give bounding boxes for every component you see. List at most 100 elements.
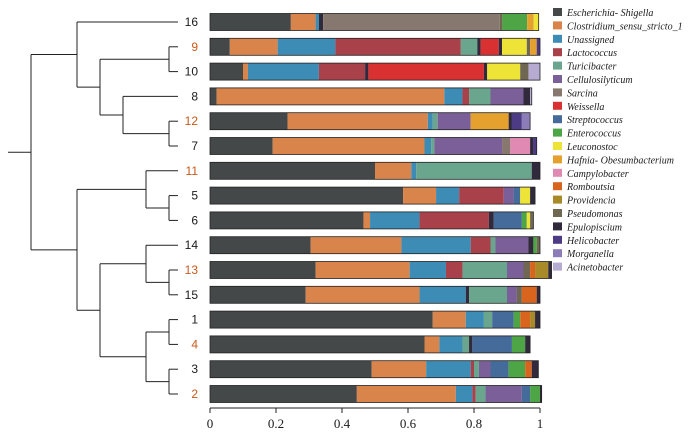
bar-segment-4-streptococcus	[472, 335, 512, 353]
bar-row-9	[209, 37, 541, 56]
legend-swatch-weissella	[553, 101, 562, 110]
bar-segment-5-cellulosilyticum	[503, 187, 514, 205]
bar-segment-6-streptococcus	[493, 211, 522, 229]
legend-label-providencia: Providencia	[566, 196, 616, 207]
bar-segment-13-unassigned	[409, 261, 446, 279]
legend-label-clostridium-sensu-stricto-1: Clostridium_sensu_stricto_1	[567, 21, 683, 32]
legend-swatch-escherichia-shigella	[553, 8, 562, 16]
bar-segment-13-lactococcus	[445, 261, 463, 279]
bar-segment-10-escherichia-shigella	[210, 63, 243, 81]
bar-segment-8-escherichia-shigella	[210, 87, 217, 105]
bar-segment-15-romboutsia	[521, 286, 537, 304]
sample-label-14: 14	[185, 238, 199, 252]
bar-segment-4-escherichia-shigella	[210, 335, 425, 353]
bar-segment-4-enterococcus	[511, 335, 526, 353]
x-tick-label-5: 1	[537, 416, 544, 431]
legend-label-cellulosilyticum: Cellulosilyticum	[567, 75, 633, 86]
legend-swatch-romboutsia	[553, 182, 562, 191]
bar-segment-6-unassigned	[370, 211, 420, 229]
bar-segment-3-streptococcus	[490, 360, 509, 378]
bar-row-15	[209, 285, 541, 304]
bar-segment-14-escherichia-shigella	[210, 236, 311, 254]
bar-segment-8-epulopiscium	[523, 87, 531, 105]
bar-segment-3-clostridium-sensu-stricto-1	[371, 360, 427, 378]
legend-swatch-unassigned	[553, 34, 562, 43]
bar-segment-7-epulopiscium	[530, 137, 534, 155]
bar-segment-10-unassigned	[247, 63, 319, 81]
bar-row-1	[209, 310, 541, 329]
bar-segment-8-turicibacter	[469, 87, 491, 105]
legend-swatch-cellulosilyticum	[553, 75, 562, 83]
bar-segment-9-helicobacter	[536, 38, 540, 56]
bar-segment-1-streptococcus	[492, 311, 514, 329]
bar-outline-16	[209, 13, 540, 31]
bar-segment-5-epulopiscium	[530, 187, 536, 205]
bar-segment-16-sarcina	[323, 13, 500, 31]
bar-outline-6	[209, 211, 534, 230]
bar-segment-1-escherichia-shigella	[210, 311, 433, 329]
legend-swatch-hafnia-obesumbacterium	[553, 155, 562, 164]
bar-segment-5-lactococcus	[459, 187, 504, 205]
legend-swatch-enterococcus	[553, 128, 562, 137]
sample-label-16: 16	[185, 15, 199, 29]
bar-segment-2-escherichia-shigella	[210, 385, 357, 403]
bar-segment-6-epulopiscium	[488, 211, 494, 229]
bar-segment-12-clostridium-sensu-stricto-1	[287, 112, 428, 130]
bar-segment-12-unassigned	[427, 112, 433, 130]
legend-swatch-lactococcus	[553, 48, 562, 57]
bar-segment-9-turicibacter	[460, 38, 478, 56]
legend-label-morganella: Morganella	[566, 249, 614, 260]
sample-label-10: 10	[185, 65, 199, 79]
bar-row-2	[209, 385, 543, 403]
bar-segment-13-epulopiscium	[548, 261, 552, 279]
bar-segment-2-unassigned	[455, 385, 473, 403]
bar-segment-12-escherichia-shigella	[210, 112, 288, 130]
legend-swatch-clostridium-sensu-stricto-1	[553, 21, 562, 30]
bar-segment-12-turicibacter	[432, 112, 438, 130]
sample-label-9: 9	[191, 40, 198, 54]
bar-segment-14-lactococcus	[470, 236, 491, 254]
legend-swatch-campylobacter	[553, 168, 562, 177]
bar-segment-1-romboutsia	[520, 311, 531, 329]
bar-segment-6-pseudomonas	[530, 211, 534, 229]
bar-outline-5	[209, 186, 536, 205]
legend-swatch-helicobacter	[553, 235, 562, 244]
bar-segment-8-lactococcus	[462, 87, 470, 105]
sample-label-13: 13	[185, 263, 199, 277]
bar-segment-10-pseudomonas	[520, 63, 529, 81]
legend-swatch-streptococcus	[553, 115, 562, 124]
bar-segment-2-clostridium-sensu-stricto-1	[356, 385, 456, 403]
bar-segment-2-streptococcus	[521, 385, 531, 403]
bar-segment-5-streptococcus	[513, 187, 521, 205]
sample-label-8: 8	[191, 89, 198, 103]
bar-segment-15-pseudomonas	[516, 286, 522, 304]
bar-segment-16-escherichia-shigella	[210, 13, 291, 31]
bar-segment-13-escherichia-shigella	[210, 261, 316, 279]
bar-outline-11	[209, 161, 541, 180]
bar-segment-14-enterococcus	[533, 236, 537, 254]
bar-segment-13-cellulosilyticum	[507, 261, 524, 279]
bar-segment-9-unassigned	[277, 38, 336, 56]
bar-segment-15-epulopiscium	[465, 286, 470, 304]
bar-segment-14-unassigned	[401, 236, 471, 254]
bar-segment-1-turicibacter	[483, 311, 493, 329]
legend-label-acinetobacter: Acinetobacter	[566, 263, 623, 274]
bar-segment-14-epulopiscium	[528, 236, 534, 254]
bar-segment-10-leuconostoc	[487, 63, 521, 81]
bar-segment-9-weissella	[480, 38, 499, 56]
bar-segment-16-unassigned	[315, 13, 319, 31]
bar-segment-16-epulopiscium	[318, 13, 324, 31]
bar-segment-10-weissella	[368, 63, 484, 81]
bar-segment-3-cellulosilyticum	[478, 360, 491, 378]
bar-outline-14	[209, 236, 541, 255]
bar-row-5	[209, 186, 536, 205]
bar-row-16	[209, 13, 540, 31]
bar-segment-9-pseudomonas	[526, 38, 531, 56]
sample-label-7: 7	[191, 139, 198, 153]
bar-outline-7	[209, 137, 538, 155]
bar-segment-13-turicibacter	[462, 261, 507, 279]
bar-segment-9-lactococcus	[335, 38, 461, 56]
bar-segment-8-acinetobacter	[530, 87, 532, 105]
bar-segment-8-cellulosilyticum	[490, 87, 524, 105]
